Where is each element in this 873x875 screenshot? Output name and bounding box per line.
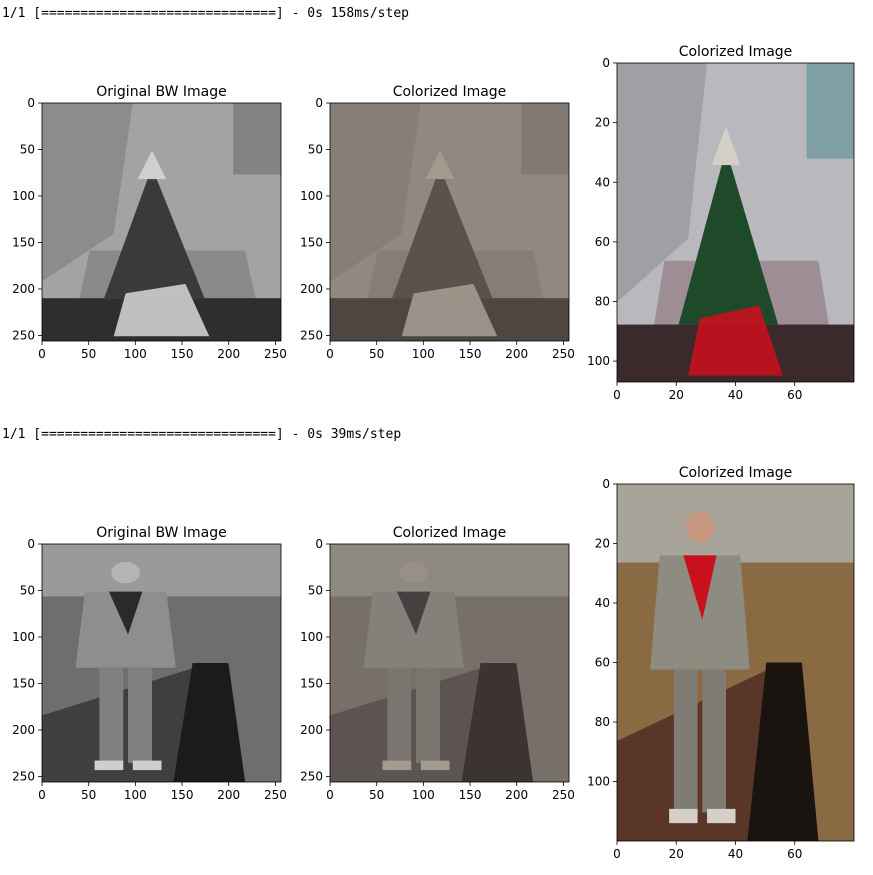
y-tick-label: 60 xyxy=(595,656,610,670)
x-tick-label: 50 xyxy=(81,347,96,361)
x-tick-label: 40 xyxy=(728,847,743,861)
axes-frame xyxy=(41,102,282,342)
y-tick-label: 150 xyxy=(12,676,35,690)
subplot-title: Original BW Image xyxy=(96,84,226,100)
y-tick-label: 50 xyxy=(308,583,323,597)
x-tick-label: 150 xyxy=(171,347,194,361)
x-tick-label: 150 xyxy=(459,347,482,361)
y-tick-label: 80 xyxy=(595,715,610,729)
subplot-3: Colorized Image 0 20 40 60 0 20 40 60 80 100 xyxy=(587,465,855,861)
image-content xyxy=(617,484,854,841)
y-tick-label: 40 xyxy=(595,596,610,610)
x-tick-label: 0 xyxy=(326,347,334,361)
y-tick-label: 150 xyxy=(12,235,35,249)
y-tick-label: 200 xyxy=(300,723,323,737)
x-tick-label: 100 xyxy=(124,347,147,361)
y-tick-label: 0 xyxy=(315,96,323,110)
y-tick-label: 150 xyxy=(300,235,323,249)
x-tick-label: 40 xyxy=(728,388,743,402)
x-tick-label: 200 xyxy=(217,788,240,802)
y-tick-label: 60 xyxy=(595,235,610,249)
y-tick-label: 0 xyxy=(602,477,610,491)
axes-frame xyxy=(329,102,570,342)
image-content xyxy=(330,103,569,341)
image-content xyxy=(617,63,854,382)
y-tick-label: 20 xyxy=(595,116,610,130)
y-tick-label: 250 xyxy=(12,769,35,783)
y-tick-label: 0 xyxy=(602,56,610,70)
y-tick-label: 50 xyxy=(308,142,323,156)
x-tick-label: 60 xyxy=(787,388,802,402)
y-tick-label: 20 xyxy=(595,537,610,551)
x-tick-label: 0 xyxy=(613,388,621,402)
x-tick-label: 50 xyxy=(369,347,384,361)
y-tick-label: 0 xyxy=(27,537,35,551)
y-tick-label: 0 xyxy=(27,96,35,110)
axes-frame xyxy=(329,543,570,783)
x-tick-label: 0 xyxy=(326,788,334,802)
y-tick-label: 250 xyxy=(300,769,323,783)
x-tick-label: 150 xyxy=(171,788,194,802)
output-log-line-1: 1/1 [==============================] - 0… xyxy=(2,6,409,21)
x-tick-label: 0 xyxy=(38,347,46,361)
y-tick-label: 100 xyxy=(300,189,323,203)
y-tick-label: 50 xyxy=(20,583,35,597)
output-log-line-2: 1/1 [==============================] - 0… xyxy=(2,427,402,442)
x-tick-label: 250 xyxy=(264,347,287,361)
x-tick-label: 100 xyxy=(412,347,435,361)
y-tick-label: 250 xyxy=(12,328,35,342)
x-tick-label: 60 xyxy=(787,847,802,861)
y-tick-label: 0 xyxy=(315,537,323,551)
x-tick-label: 200 xyxy=(505,788,528,802)
y-tick-label: 100 xyxy=(12,630,35,644)
x-tick-label: 250 xyxy=(552,788,575,802)
y-tick-label: 100 xyxy=(587,354,610,368)
y-tick-label: 40 xyxy=(595,175,610,189)
y-tick-label: 250 xyxy=(300,328,323,342)
image-content xyxy=(42,103,281,341)
x-tick-label: 250 xyxy=(264,788,287,802)
y-tick-label: 50 xyxy=(20,142,35,156)
y-tick-label: 200 xyxy=(12,282,35,296)
subplot-title: Colorized Image xyxy=(393,84,507,100)
y-tick-label: 80 xyxy=(595,295,610,309)
y-tick-label: 150 xyxy=(300,676,323,690)
y-tick-label: 100 xyxy=(12,189,35,203)
subplot-title: Colorized Image xyxy=(679,465,793,481)
x-tick-label: 50 xyxy=(369,788,384,802)
image-content xyxy=(42,544,281,782)
y-tick-label: 200 xyxy=(300,282,323,296)
subplot-title: Colorized Image xyxy=(393,525,507,541)
x-tick-label: 100 xyxy=(124,788,147,802)
image-content xyxy=(330,544,569,782)
subplot-3: Colorized Image 0 20 40 60 0 20 40 60 80 100 xyxy=(587,44,855,402)
x-tick-label: 250 xyxy=(552,347,575,361)
x-tick-label: 150 xyxy=(459,788,482,802)
x-tick-label: 50 xyxy=(81,788,96,802)
subplot-title: Colorized Image xyxy=(679,44,793,60)
x-tick-label: 200 xyxy=(505,347,528,361)
y-tick-label: 100 xyxy=(300,630,323,644)
y-tick-label: 100 xyxy=(587,775,610,789)
x-tick-label: 20 xyxy=(669,847,684,861)
x-tick-label: 0 xyxy=(38,788,46,802)
x-tick-label: 100 xyxy=(412,788,435,802)
x-tick-label: 20 xyxy=(669,388,684,402)
y-tick-label: 200 xyxy=(12,723,35,737)
subplot-title: Original BW Image xyxy=(96,525,226,541)
x-tick-label: 200 xyxy=(217,347,240,361)
axes-frame xyxy=(41,543,282,783)
x-tick-label: 0 xyxy=(613,847,621,861)
